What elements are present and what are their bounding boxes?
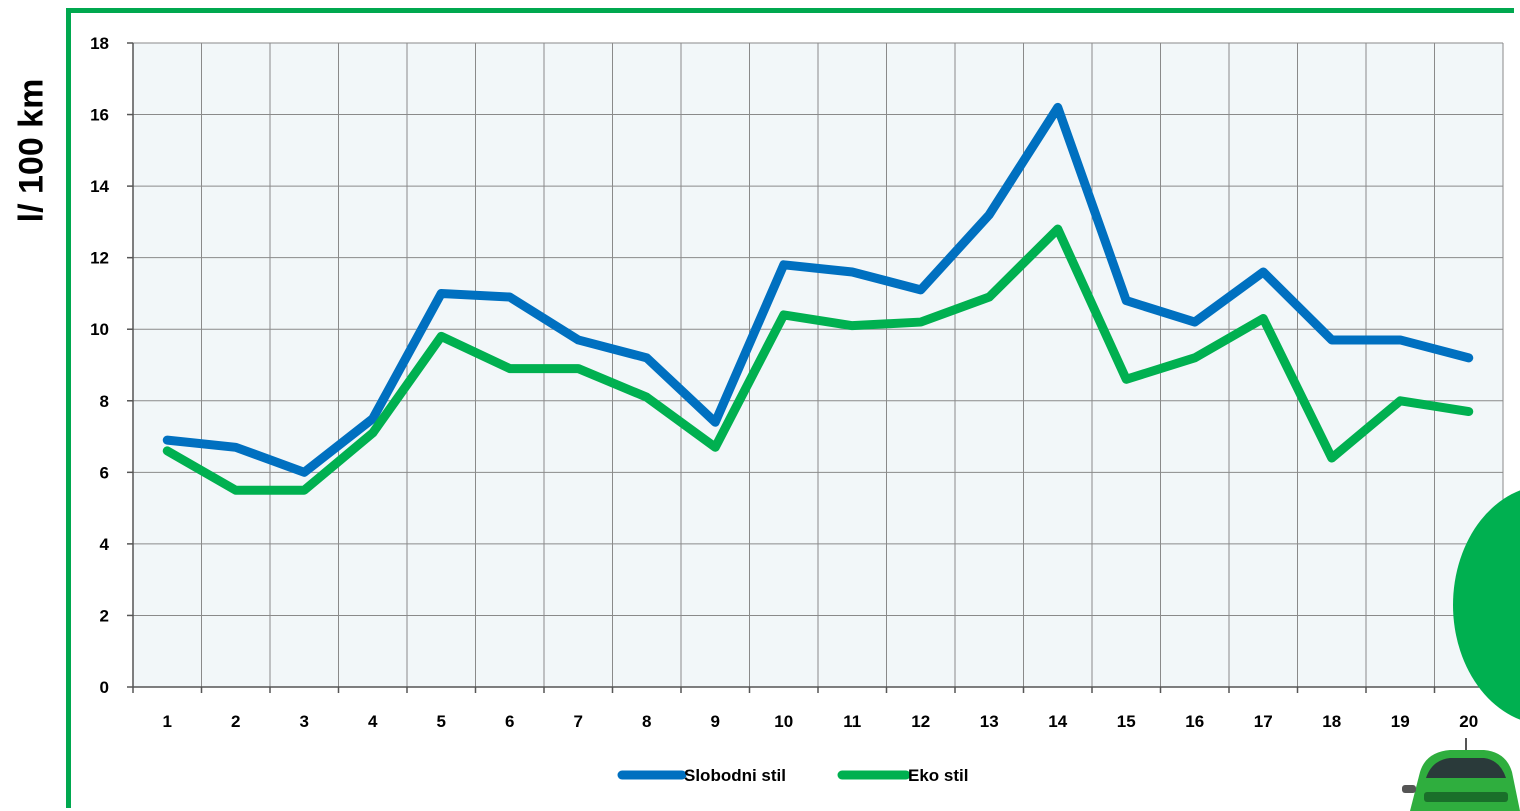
decoration <box>1402 490 1520 811</box>
car-icon <box>1402 738 1520 811</box>
x-tick-label: 9 <box>711 712 720 731</box>
series-line-2 <box>162 224 1474 495</box>
y-tick-label: 4 <box>100 535 110 554</box>
y-tick-labels: 0 2 4 6 8 10 12 14 16 18 <box>90 34 109 697</box>
x-tick-label: 17 <box>1254 712 1273 731</box>
y-tick-label: 10 <box>90 320 109 339</box>
grid-lines <box>132 42 1504 688</box>
x-tick-label: 7 <box>574 712 583 731</box>
y-tick-label: 14 <box>90 177 109 196</box>
x-tick-label: 12 <box>911 712 930 731</box>
x-tick-label: 19 <box>1391 712 1410 731</box>
y-tick-label: 2 <box>100 606 109 625</box>
x-tick-label: 16 <box>1185 712 1204 731</box>
x-tick-label: 18 <box>1322 712 1341 731</box>
x-tick-label: 20 <box>1459 712 1478 731</box>
x-tick-label: 15 <box>1117 712 1136 731</box>
y-tick-label: 6 <box>100 463 109 482</box>
x-tick-label: 5 <box>437 712 446 731</box>
y-tick-label: 0 <box>100 678 109 697</box>
y-tick-label: 8 <box>100 392 109 411</box>
x-tick-label: 4 <box>368 712 378 731</box>
green-circle-decoration <box>1453 490 1520 720</box>
series-line-1 <box>162 102 1474 477</box>
x-tick-label: 8 <box>642 712 651 731</box>
legend-label-1: Slobodni stil <box>684 766 786 785</box>
y-tick-label: 18 <box>90 34 109 53</box>
series-lines <box>162 102 1474 495</box>
y-tick-label: 16 <box>90 106 109 125</box>
chart-frame <box>66 8 1514 808</box>
legend: Slobodni stil Eko stil <box>617 766 968 785</box>
x-tick-label: 1 <box>163 712 172 731</box>
legend-label-2: Eko stil <box>908 766 968 785</box>
axes <box>127 42 1504 693</box>
x-tick-label: 6 <box>505 712 514 731</box>
x-tick-labels: 1 2 3 4 5 6 7 8 9 10 11 12 13 14 15 16 17 18 19 20 <box>163 712 1479 731</box>
y-tick-label: 12 <box>90 249 109 268</box>
x-tick-label: 13 <box>980 712 999 731</box>
x-tick-label: 11 <box>843 712 861 731</box>
x-tick-label: 2 <box>231 712 240 731</box>
x-tick-label: 14 <box>1048 712 1067 731</box>
x-tick-label: 3 <box>300 712 309 731</box>
x-tick-label: 10 <box>774 712 793 731</box>
